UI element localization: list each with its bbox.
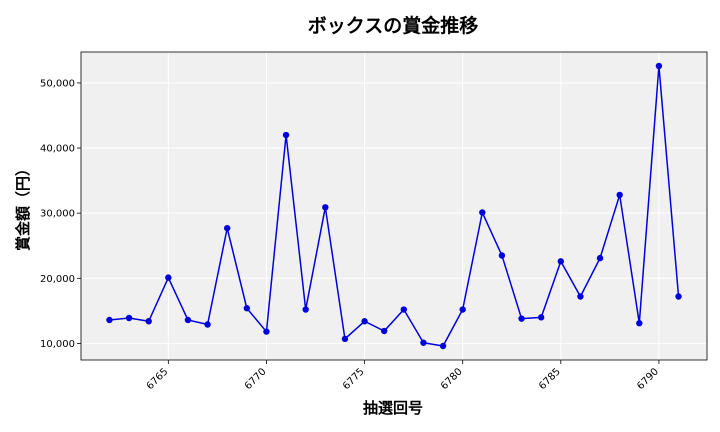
plot-area bbox=[81, 52, 707, 360]
data-point bbox=[341, 335, 349, 343]
data-point bbox=[616, 191, 623, 199]
x-axis: 6765 6770 6775 6780 6785 6790 bbox=[145, 360, 661, 392]
data-point bbox=[380, 327, 388, 335]
data-point bbox=[322, 204, 329, 211]
grid-lines bbox=[81, 52, 707, 360]
data-point bbox=[655, 62, 663, 70]
data-point bbox=[577, 293, 584, 300]
data-point bbox=[125, 314, 133, 322]
data-point bbox=[302, 306, 309, 313]
y-axis-label: 賞金額（円） bbox=[14, 161, 32, 251]
data-point bbox=[184, 316, 192, 324]
series-line bbox=[109, 65, 680, 347]
data-point bbox=[282, 131, 290, 139]
x-tick-label: 6765 bbox=[145, 366, 171, 392]
data-point bbox=[165, 274, 172, 281]
data-point bbox=[145, 318, 152, 325]
y-tick-label: 20,000 bbox=[40, 274, 75, 285]
y-tick-label: 40,000 bbox=[40, 144, 75, 155]
plot-border bbox=[80, 51, 708, 361]
data-point bbox=[263, 328, 270, 335]
y-tick-label: 30,000 bbox=[40, 209, 75, 220]
y-tick-label: 10,000 bbox=[40, 339, 75, 350]
data-point bbox=[557, 258, 565, 265]
data-point bbox=[420, 339, 427, 346]
data-point bbox=[675, 293, 682, 300]
x-tick-label: 6775 bbox=[341, 366, 367, 392]
data-point bbox=[106, 316, 113, 324]
data-point bbox=[636, 320, 643, 327]
x-tick-label: 6780 bbox=[439, 366, 465, 392]
data-point bbox=[479, 209, 486, 216]
data-point bbox=[204, 321, 211, 328]
data-point bbox=[537, 314, 545, 321]
y-tick-label: 50,000 bbox=[40, 78, 75, 89]
x-axis-label: 抽選回号 bbox=[363, 399, 423, 417]
x-tick-label: 6790 bbox=[635, 366, 661, 392]
data-points bbox=[106, 62, 682, 350]
y-axis: 10,000 20,000 30,000 40,000 50,000 bbox=[40, 78, 81, 350]
data-point bbox=[243, 305, 251, 312]
chart-title: ボックスの賞金推移 bbox=[308, 14, 478, 37]
x-tick-label: 6785 bbox=[537, 366, 563, 392]
data-point bbox=[518, 315, 525, 322]
data-point bbox=[400, 306, 408, 313]
data-point bbox=[223, 224, 231, 232]
data-point bbox=[596, 254, 604, 262]
x-tick-label: 6770 bbox=[243, 366, 269, 392]
data-point bbox=[498, 252, 506, 259]
data-point bbox=[459, 306, 466, 313]
data-point bbox=[439, 342, 447, 350]
data-point bbox=[361, 318, 368, 325]
plot-frame bbox=[80, 51, 708, 361]
